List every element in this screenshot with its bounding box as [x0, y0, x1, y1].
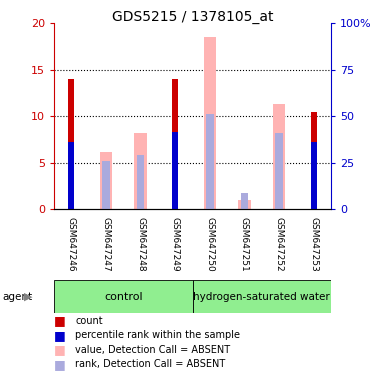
Text: ■: ■	[54, 358, 66, 371]
Text: hydrogen-saturated water: hydrogen-saturated water	[193, 291, 330, 302]
Text: GSM647248: GSM647248	[136, 217, 145, 272]
Text: GSM647246: GSM647246	[67, 217, 76, 272]
Bar	[241, 192, 248, 209]
Bar	[192, 280, 331, 313]
Bar	[137, 155, 144, 209]
Bar	[311, 111, 317, 209]
Text: percentile rank within the sample: percentile rank within the sample	[75, 330, 240, 340]
Bar	[172, 132, 178, 209]
Bar	[273, 104, 285, 209]
Text: ■: ■	[54, 343, 66, 356]
Bar	[275, 133, 283, 209]
Text: value, Detection Call = ABSENT: value, Detection Call = ABSENT	[75, 345, 230, 355]
Text: ■: ■	[54, 329, 66, 342]
Bar	[311, 142, 317, 209]
Text: GSM647249: GSM647249	[171, 217, 180, 272]
Bar	[68, 142, 74, 209]
Text: rank, Detection Call = ABSENT: rank, Detection Call = ABSENT	[75, 359, 225, 369]
Bar	[134, 133, 147, 209]
Text: GSM647253: GSM647253	[309, 217, 318, 272]
Text: GDS5215 / 1378105_at: GDS5215 / 1378105_at	[112, 10, 273, 23]
Text: GSM647250: GSM647250	[205, 217, 214, 272]
Text: ▶: ▶	[23, 291, 32, 302]
Bar	[100, 152, 112, 209]
Text: agent: agent	[2, 291, 32, 302]
Bar	[204, 37, 216, 209]
Bar	[102, 161, 110, 209]
Text: GSM647252: GSM647252	[275, 217, 284, 272]
Text: control: control	[104, 291, 142, 302]
Text: GSM647247: GSM647247	[101, 217, 110, 272]
Bar	[172, 79, 178, 209]
Bar	[54, 280, 192, 313]
Text: GSM647251: GSM647251	[240, 217, 249, 272]
Text: count: count	[75, 316, 103, 326]
Text: ■: ■	[54, 314, 66, 327]
Bar	[238, 200, 251, 209]
Bar	[68, 79, 74, 209]
Bar	[206, 114, 214, 209]
